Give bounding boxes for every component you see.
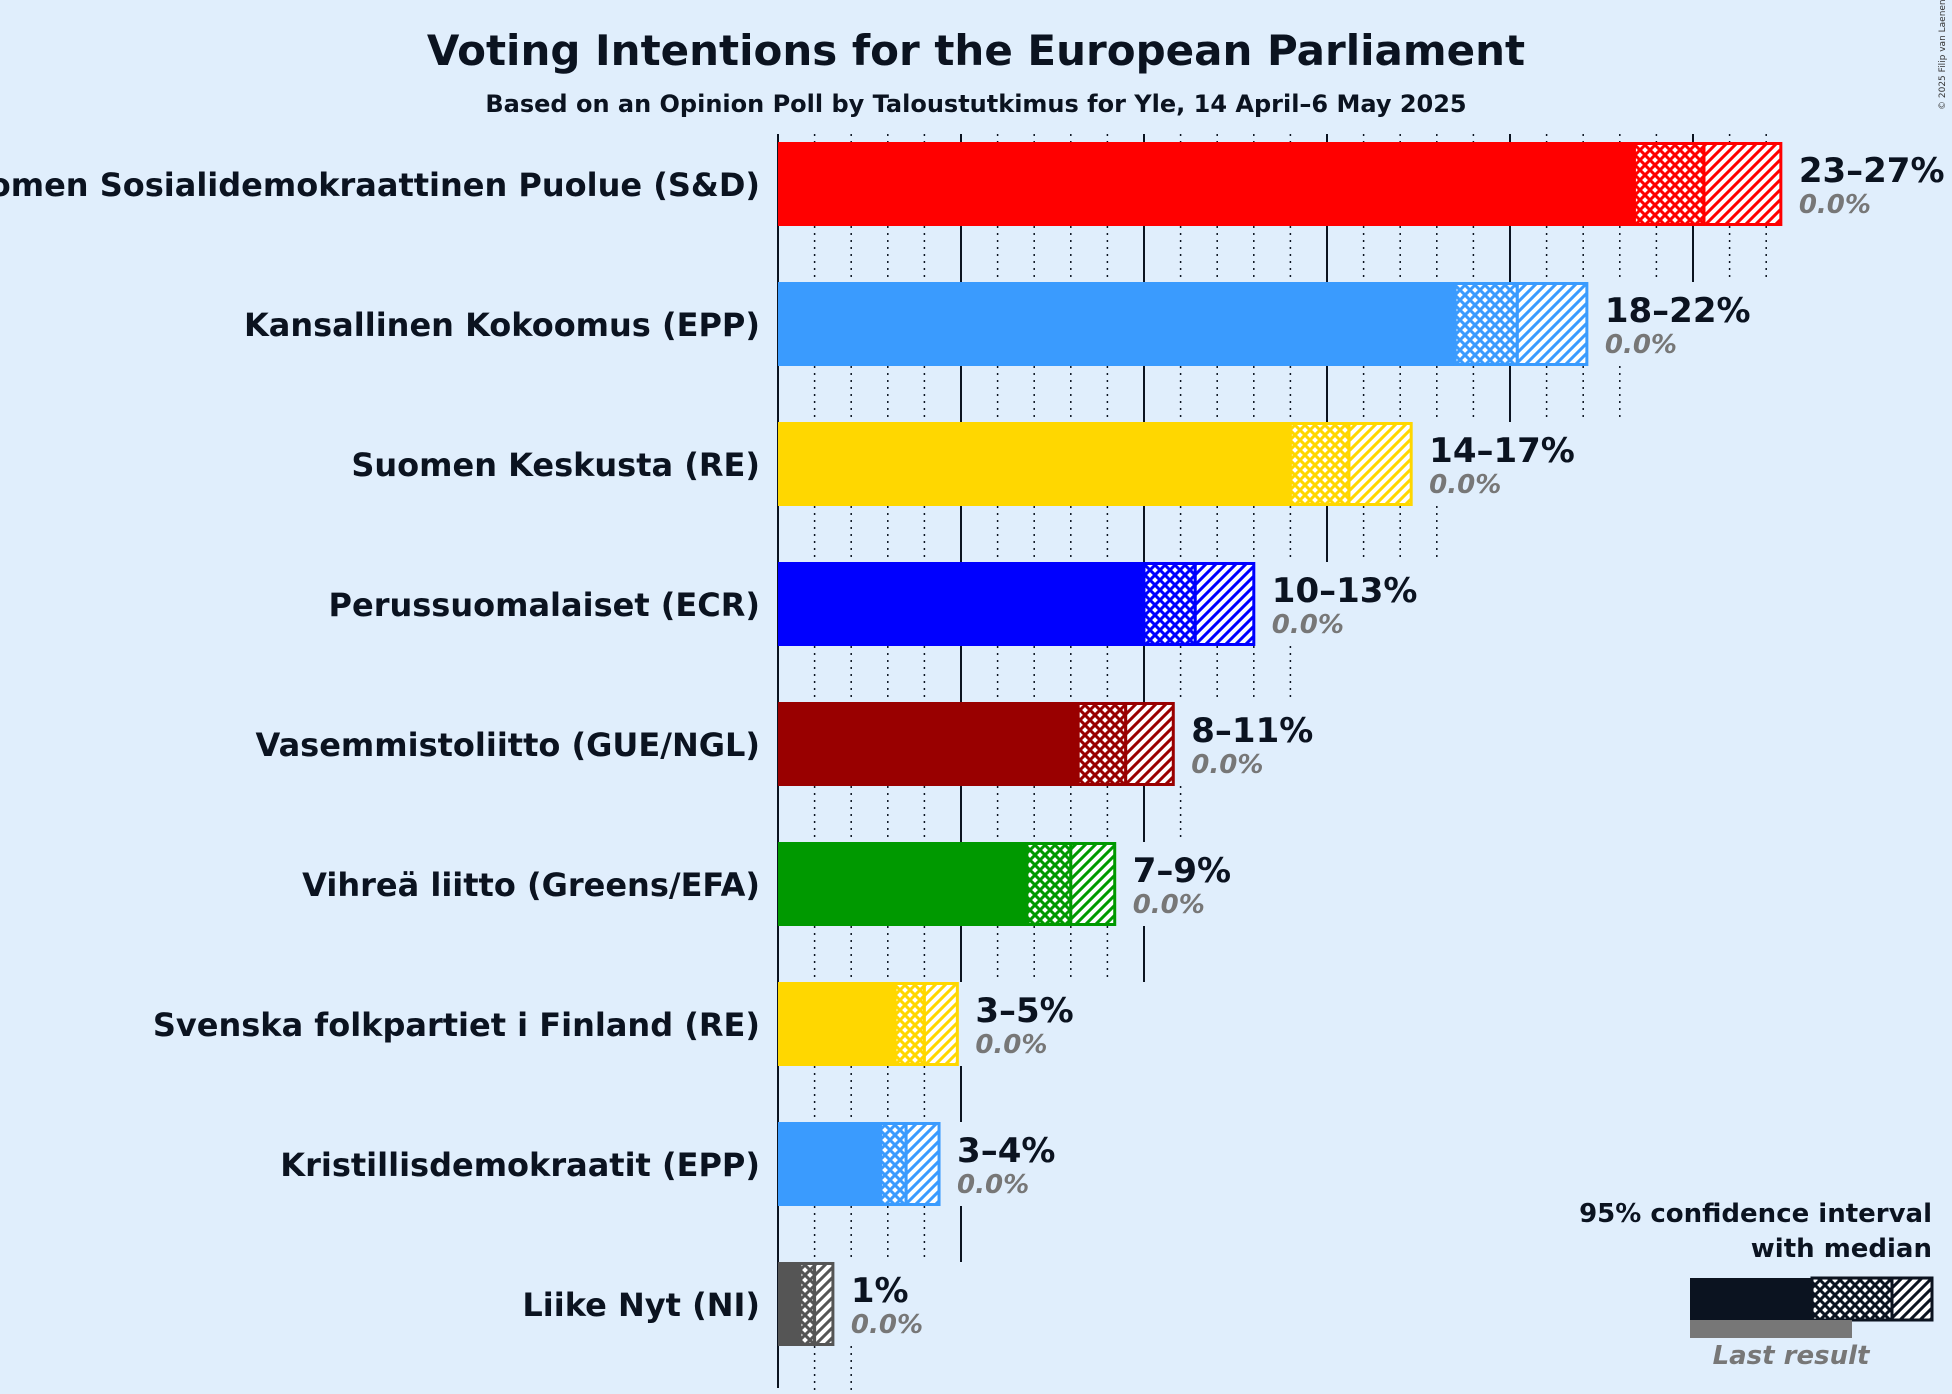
last-result-label: 0.0% xyxy=(975,1030,1047,1060)
last-result-label: 0.0% xyxy=(1429,470,1501,500)
legend-bar-solid xyxy=(1690,1278,1812,1320)
bar-solid xyxy=(778,422,1291,506)
legend-last-result-bar xyxy=(1690,1320,1852,1338)
bar-solid xyxy=(778,702,1079,786)
bar-ci-lower xyxy=(1632,142,1706,226)
range-label: 1% xyxy=(851,1271,909,1311)
range-label: 14–17% xyxy=(1429,431,1575,471)
last-result-label: 0.0% xyxy=(957,1170,1029,1200)
bar-ci-upper xyxy=(1124,702,1175,786)
bar-solid xyxy=(778,1262,800,1346)
chart-title: Voting Intentions for the European Parli… xyxy=(427,26,1525,75)
bar-ci-upper xyxy=(922,982,959,1066)
bar-solid xyxy=(778,1122,881,1206)
bar-solid xyxy=(778,842,1027,926)
party-name: Vasemmistoliitto (GUE/NGL) xyxy=(256,726,760,764)
bar-ci-lower xyxy=(1076,702,1128,786)
party-name: Svenska folkpartiet i Finland (RE) xyxy=(153,1006,760,1044)
party-row: Liike Nyt (NI) 1%0.0% xyxy=(522,1262,923,1346)
party-row: Suomen Keskusta (RE) 14–17%0.0% xyxy=(351,422,1575,506)
range-label: 3–5% xyxy=(975,991,1073,1031)
legend-bar-crosshatch xyxy=(1810,1276,1894,1322)
legend-bar-hatch xyxy=(1890,1276,1934,1322)
bar-ci-upper xyxy=(1069,842,1117,926)
bar-ci-upper xyxy=(1515,282,1589,366)
legend-line1: 95% confidence interval xyxy=(1579,1199,1932,1229)
gridlines xyxy=(777,134,1767,1394)
bar-solid xyxy=(778,562,1144,646)
bar-ci-lower xyxy=(1453,282,1519,366)
bars: Suomen Sosialidemokraattinen Puolue (S&D… xyxy=(0,142,1945,1346)
last-result-label: 0.0% xyxy=(1133,890,1205,920)
party-name: Perussuomalaiset (ECR) xyxy=(329,586,760,624)
legend-last-result-label: Last result xyxy=(1713,1341,1871,1371)
party-name: Suomen Keskusta (RE) xyxy=(351,446,760,484)
bar-solid xyxy=(778,282,1456,366)
party-name: Suomen Sosialidemokraattinen Puolue (S&D… xyxy=(0,166,760,204)
bar-ci-lower xyxy=(893,982,926,1066)
party-row: Vasemmistoliitto (GUE/NGL) 8–11%0.0% xyxy=(256,702,1313,786)
last-result-label: 0.0% xyxy=(1191,750,1263,780)
party-row: Perussuomalaiset (ECR) 10–13%0.0% xyxy=(329,562,1418,646)
bar-ci-lower xyxy=(1142,562,1197,646)
party-row: Kristillisdemokraatit (EPP) 3–4%0.0% xyxy=(280,1122,1055,1206)
bar-ci-lower xyxy=(1025,842,1073,926)
last-result-label: 0.0% xyxy=(1272,610,1344,640)
range-label: 18–22% xyxy=(1605,291,1751,331)
last-result-label: 0.0% xyxy=(851,1310,923,1340)
bar-ci-lower xyxy=(798,1262,817,1346)
party-row: Kansallinen Kokoomus (EPP) 18–22%0.0% xyxy=(244,282,1751,366)
party-row: Svenska folkpartiet i Finland (RE) 3–5%0.… xyxy=(153,982,1074,1066)
range-label: 7–9% xyxy=(1133,851,1231,891)
bar-ci-lower xyxy=(1288,422,1351,506)
last-result-label: 0.0% xyxy=(1799,190,1871,220)
chart-subtitle: Based on an Opinion Poll by Taloustutkim… xyxy=(485,90,1466,118)
party-name: Kristillisdemokraatit (EPP) xyxy=(280,1146,760,1184)
legend: 95% confidence interval with median Last… xyxy=(1579,1199,1934,1371)
party-name: Kansallinen Kokoomus (EPP) xyxy=(244,306,760,344)
party-name: Liike Nyt (NI) xyxy=(522,1286,760,1324)
range-label: 8–11% xyxy=(1191,711,1313,751)
party-row: Suomen Sosialidemokraattinen Puolue (S&D… xyxy=(0,142,1945,226)
bar-ci-upper xyxy=(1347,422,1413,506)
range-label: 10–13% xyxy=(1272,571,1418,611)
range-label: 3–4% xyxy=(957,1131,1055,1171)
party-name: Vihreä liitto (Greens/EFA) xyxy=(302,866,760,904)
bar-solid xyxy=(778,142,1635,226)
bar-ci-lower xyxy=(878,1122,908,1206)
bar-ci-upper xyxy=(904,1122,941,1206)
last-result-label: 0.0% xyxy=(1605,330,1677,360)
bar-ci-upper xyxy=(1702,142,1783,226)
range-label: 23–27% xyxy=(1799,151,1945,191)
bar-solid xyxy=(778,982,896,1066)
party-row: Vihreä liitto (Greens/EFA) 7–9%0.0% xyxy=(302,842,1231,926)
copyright-note: © 2025 Filip van Laenen xyxy=(1938,0,1948,110)
bar-ci-upper xyxy=(813,1262,835,1346)
bar-ci-upper xyxy=(1193,562,1256,646)
legend-line2: with median xyxy=(1751,1234,1932,1264)
